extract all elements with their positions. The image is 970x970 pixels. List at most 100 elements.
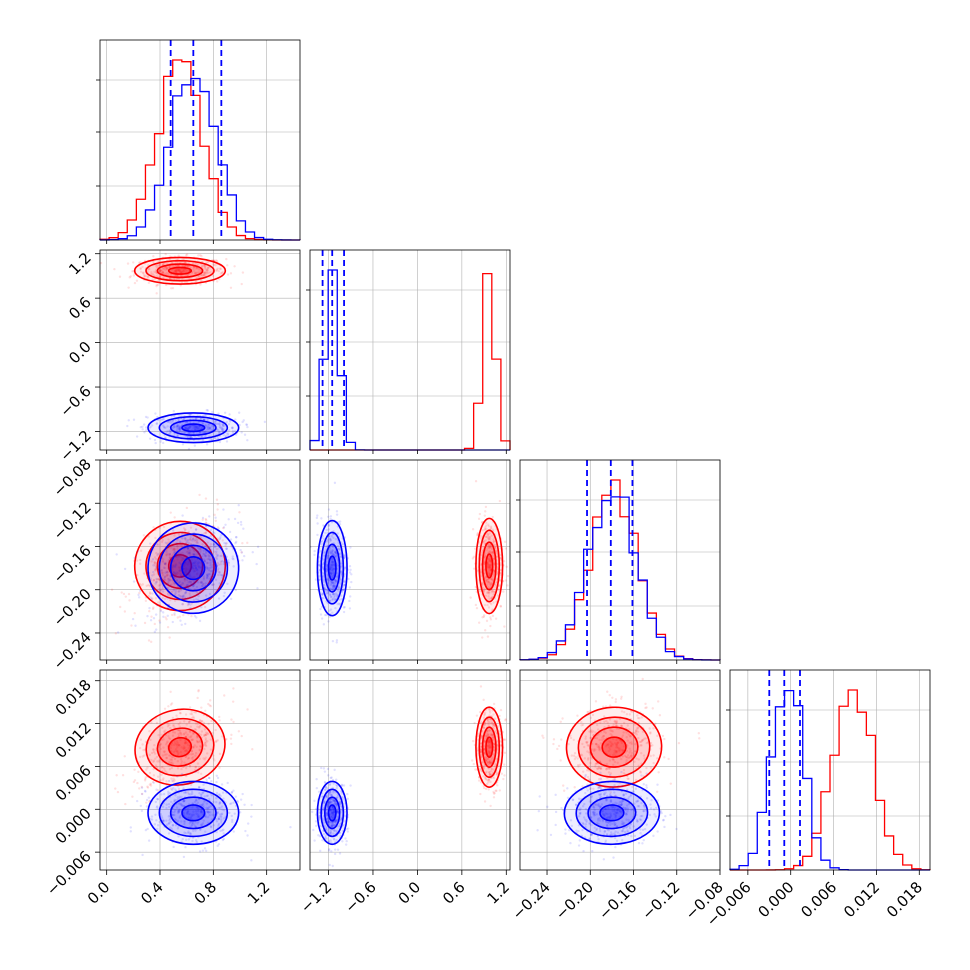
scatter-point	[183, 746, 187, 750]
scatter-point	[488, 566, 492, 569]
scatter-point	[329, 815, 332, 818]
scatter-point	[154, 566, 158, 569]
scatter-point	[198, 566, 201, 569]
scatter-point	[216, 267, 219, 270]
scatter-point	[199, 550, 202, 553]
scatter-point	[208, 426, 212, 429]
scatter-point	[209, 548, 213, 552]
scatter-point	[200, 584, 204, 588]
scatter-point	[202, 552, 205, 555]
scatter-point	[240, 551, 244, 554]
scatter-point	[327, 578, 330, 581]
scatter-point	[324, 836, 327, 839]
scatter-point	[492, 790, 495, 794]
scatter-point	[184, 427, 188, 430]
scatter-point	[194, 528, 198, 531]
scatter-point	[325, 812, 329, 815]
scatter-point	[484, 756, 487, 759]
scatter-point	[319, 849, 322, 853]
scatter-point	[189, 833, 192, 836]
scatter-point	[200, 720, 204, 723]
scatter-point	[197, 785, 201, 789]
scatter-point	[148, 606, 151, 610]
scatter-point	[327, 555, 330, 558]
scatter-point	[177, 254, 180, 257]
scatter-point	[188, 553, 192, 557]
scatter-point	[219, 560, 223, 564]
scatter-point	[158, 270, 162, 273]
scatter-point	[155, 755, 159, 759]
scatter-point	[338, 523, 342, 526]
scatter-point	[208, 426, 212, 430]
scatter-point	[220, 428, 224, 432]
scatter-point	[483, 714, 486, 717]
scatter-point	[589, 709, 592, 713]
scatter-point	[484, 579, 488, 583]
scatter-point	[613, 720, 616, 723]
scatter-point	[181, 837, 184, 841]
scatter-point	[144, 790, 147, 793]
scatter-point	[177, 835, 180, 838]
scatter-point	[162, 819, 165, 822]
scatter-point	[161, 262, 165, 266]
scatter-point	[156, 797, 159, 801]
scatter-point	[488, 709, 492, 712]
scatter-point	[188, 435, 192, 439]
scatter-point	[630, 742, 633, 746]
scatter-point	[149, 784, 153, 787]
scatter-point	[222, 797, 225, 800]
scatter-point	[488, 761, 492, 764]
scatter-point	[341, 589, 344, 592]
scatter-point	[336, 564, 339, 567]
scatter-point	[129, 830, 132, 833]
scatter-point	[155, 577, 158, 581]
scatter-point	[182, 270, 185, 273]
scatter-point	[339, 570, 343, 573]
scatter-point	[169, 761, 173, 765]
scatter-point	[331, 597, 334, 601]
scatter-point	[177, 268, 181, 272]
scatter-point	[332, 536, 335, 539]
scatter-point	[154, 813, 157, 816]
scatter-point	[185, 253, 188, 257]
scatter-point	[334, 552, 337, 555]
scatter-point	[186, 791, 190, 794]
scatter-point	[320, 593, 324, 597]
scatter-point	[116, 790, 120, 794]
scatter-point	[333, 554, 337, 557]
scatter-point	[204, 268, 207, 271]
scatter-point	[220, 426, 223, 429]
scatter-point	[185, 506, 189, 510]
scatter-point	[193, 553, 196, 557]
scatter-point	[165, 266, 168, 270]
scatter-point	[224, 523, 227, 526]
scatter-panel-frame	[99, 459, 301, 661]
scatter-point	[239, 811, 242, 814]
scatter-point	[178, 815, 182, 818]
scatter-point	[164, 268, 167, 271]
scatter-point	[349, 595, 352, 598]
scatter-point	[202, 264, 205, 267]
scatter-point	[491, 552, 494, 555]
scatter-point	[183, 564, 186, 567]
scatter-point	[611, 758, 614, 761]
scatter-point	[495, 552, 499, 555]
scatter-point	[496, 594, 500, 597]
scatter-point	[152, 781, 155, 785]
scatter-point	[175, 579, 179, 582]
scatter-point	[649, 741, 653, 745]
scatter-point	[196, 550, 200, 554]
scatter-point	[343, 605, 346, 609]
scatter-point	[185, 264, 189, 268]
scatter-point	[161, 587, 164, 590]
scatter-point	[331, 545, 335, 548]
scatter-point	[188, 436, 191, 439]
scatter-point	[159, 608, 163, 611]
contour-level-blue	[316, 780, 348, 846]
scatter-point	[204, 756, 207, 759]
scatter-point	[208, 776, 211, 780]
scatter-point	[326, 553, 330, 556]
scatter-point	[172, 565, 175, 569]
scatter-point	[472, 555, 476, 559]
scatter-point	[189, 603, 192, 606]
